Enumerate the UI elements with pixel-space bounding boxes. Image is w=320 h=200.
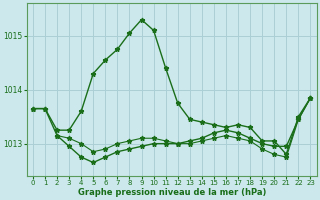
X-axis label: Graphe pression niveau de la mer (hPa): Graphe pression niveau de la mer (hPa) [77,188,266,197]
